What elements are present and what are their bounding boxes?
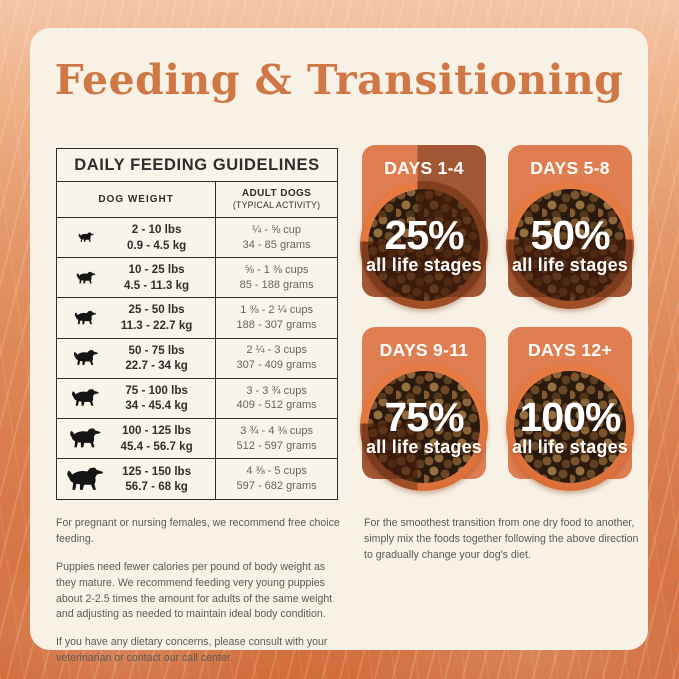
page-title: Feeding & Transitioning xyxy=(54,56,624,104)
percent-new-food: 100% xyxy=(519,393,622,440)
transition-step-days-12-plus: DAYS 12+ 100% all life stages xyxy=(506,327,634,493)
table-row: 75 - 100 lbs 34 - 45.4 kg 3 - 3 ¾ cups 409… xyxy=(57,378,337,419)
table-row: 50 - 75 lbs 22.7 - 34 kg 2 ¼ - 3 cups 307 … xyxy=(57,338,337,379)
portion-cups: 3 ¾ - 4 ⅜ cups xyxy=(240,424,313,437)
portion-cups: 2 ¼ - 3 cups xyxy=(246,344,307,357)
column-header-dog-weight: DOG WEIGHT xyxy=(98,194,174,205)
portion-grams: 188 - 307 grams xyxy=(236,318,317,331)
weight-kg: 4.5 - 11.3 kg xyxy=(124,278,190,292)
kibble-bowl: 25% all life stages xyxy=(360,181,488,309)
percent-new-food: 75% xyxy=(384,393,464,440)
portion-grams: 409 - 512 grams xyxy=(236,399,317,412)
weight-lbs: 100 - 125 lbs xyxy=(122,423,192,437)
days-banner: DAYS 12+ xyxy=(508,327,632,479)
portion-grams: 512 - 597 grams xyxy=(236,439,317,452)
dog-silhouette-icon xyxy=(66,466,106,493)
days-banner: DAYS 1-4 xyxy=(362,145,486,297)
days-label: DAYS 1-4 xyxy=(384,158,464,178)
percent-new-food: 50% xyxy=(530,211,610,258)
feeding-guidelines-table: DAILY FEEDING GUIDELINES DOG WEIGHT ADUL… xyxy=(56,148,338,500)
old-food-shading xyxy=(360,181,488,309)
percent-new-food: 25% xyxy=(384,211,464,258)
table-row: 2 - 10 lbs 0.9 - 4.5 kg ¼ - ⅝ cup 34 - 85 … xyxy=(57,218,337,259)
transition-step-days-5-8: DAYS 5-8 50% all life stages xyxy=(506,145,634,311)
old-food-shading xyxy=(362,145,486,297)
portion-cups: 4 ⅜ - 5 cups xyxy=(246,465,307,478)
kibble-bowl: 75% all life stages xyxy=(360,363,488,491)
kibble-texture xyxy=(368,189,480,301)
weight-lbs: 50 - 75 lbs xyxy=(128,343,185,357)
portion-cups: 3 - 3 ¾ cups xyxy=(246,384,307,397)
days-banner: DAYS 5-8 xyxy=(508,145,632,297)
days-label: DAYS 9-11 xyxy=(379,340,469,360)
portion-grams: 597 - 682 grams xyxy=(236,480,317,493)
weight-kg: 11.3 - 22.7 kg xyxy=(120,318,193,332)
portion-cups: 1 ⅜ - 2 ¼ cups xyxy=(240,304,313,317)
old-food-shading xyxy=(506,181,634,309)
table-row: 100 - 125 lbs 45.4 - 56.7 kg 3 ¾ - 4 ⅜ cu… xyxy=(57,418,337,460)
life-stages-caption: all life stages xyxy=(365,255,483,276)
life-stages-caption: all life stages xyxy=(511,437,629,458)
table-header-row: DOG WEIGHT ADULT DOGS (TYPICAL ACTIVITY) xyxy=(57,182,337,218)
weight-lbs: 125 - 150 lbs xyxy=(122,464,192,478)
old-food-shading xyxy=(508,145,632,297)
weight-lbs: 2 - 10 lbs xyxy=(131,222,182,236)
weight-lbs: 10 - 25 lbs xyxy=(128,263,185,277)
table-title: DAILY FEEDING GUIDELINES xyxy=(57,149,337,182)
portion-grams: 85 - 188 grams xyxy=(239,278,314,291)
portion-grams: 307 - 409 grams xyxy=(236,359,317,372)
feeding-notes: For pregnant or nursing females, we reco… xyxy=(56,516,344,679)
note-pregnant-nursing: For pregnant or nursing females, we reco… xyxy=(56,517,340,545)
weight-kg: 56.7 - 68 kg xyxy=(125,480,188,494)
dog-silhouette-icon xyxy=(73,349,100,367)
kibble-texture xyxy=(514,371,626,483)
dog-silhouette-icon xyxy=(71,388,101,408)
feeding-card: Feeding & Transitioning DAILY FEEDING GU… xyxy=(30,28,648,664)
life-stages-caption: all life stages xyxy=(511,255,629,276)
adult-dogs-label: ADULT DOGS xyxy=(241,187,312,199)
portion-cups: ¼ - ⅝ cup xyxy=(252,223,302,236)
dog-silhouette-icon xyxy=(76,271,97,285)
kibble-texture xyxy=(368,371,480,483)
weight-kg: 0.9 - 4.5 kg xyxy=(126,238,187,252)
kibble-bowl: 50% all life stages xyxy=(506,181,634,309)
weight-lbs: 75 - 100 lbs xyxy=(125,383,188,397)
old-food-shading xyxy=(362,327,486,479)
table-row: 25 - 50 lbs 11.3 - 22.7 kg 1 ⅜ - 2 ¼ cups… xyxy=(57,298,337,339)
weight-lbs: 25 - 50 lbs xyxy=(128,303,185,317)
days-banner: DAYS 9-11 xyxy=(362,327,486,479)
days-label: DAYS 12+ xyxy=(528,340,612,360)
note-puppies: Puppies need fewer calories per pound of… xyxy=(56,560,333,621)
transition-step-days-9-11: DAYS 9-11 75% all life stages xyxy=(360,327,488,493)
table-row: 10 - 25 lbs 4.5 - 11.3 kg ⅝ - 1 ⅜ cups 85 … xyxy=(57,258,337,299)
weight-kg: 22.7 - 34 kg xyxy=(125,359,188,373)
transition-step-days-1-4: DAYS 1-4 25% all life stages xyxy=(360,145,488,311)
note-smooth-transition: For the smoothest transition from one dr… xyxy=(364,517,639,561)
kibble-texture xyxy=(514,189,626,301)
dog-silhouette-icon xyxy=(78,232,95,243)
column-header-adult-dogs: ADULT DOGS (TYPICAL ACTIVITY) xyxy=(215,182,337,217)
old-food-shading xyxy=(360,363,488,491)
note-dietary-concerns: If you have any dietary concerns, please… xyxy=(56,636,328,665)
life-stages-caption: all life stages xyxy=(365,437,483,458)
days-label: DAYS 5-8 xyxy=(530,158,610,178)
typical-activity-label: (TYPICAL ACTIVITY) xyxy=(232,200,321,211)
kibble-bowl: 100% all life stages xyxy=(506,363,634,491)
portion-grams: 34 - 85 grams xyxy=(242,238,311,251)
dog-silhouette-icon xyxy=(74,310,98,326)
weight-kg: 45.4 - 56.7 kg xyxy=(120,439,193,453)
transition-note: For the smoothest transition from one dr… xyxy=(364,516,640,576)
table-row: 125 - 150 lbs 56.7 - 68 kg 4 ⅜ - 5 cups 59… xyxy=(57,459,337,500)
dog-silhouette-icon xyxy=(69,427,103,450)
portion-cups: ⅝ - 1 ⅜ cups xyxy=(244,263,309,276)
weight-kg: 34 - 45.4 kg xyxy=(125,399,188,413)
